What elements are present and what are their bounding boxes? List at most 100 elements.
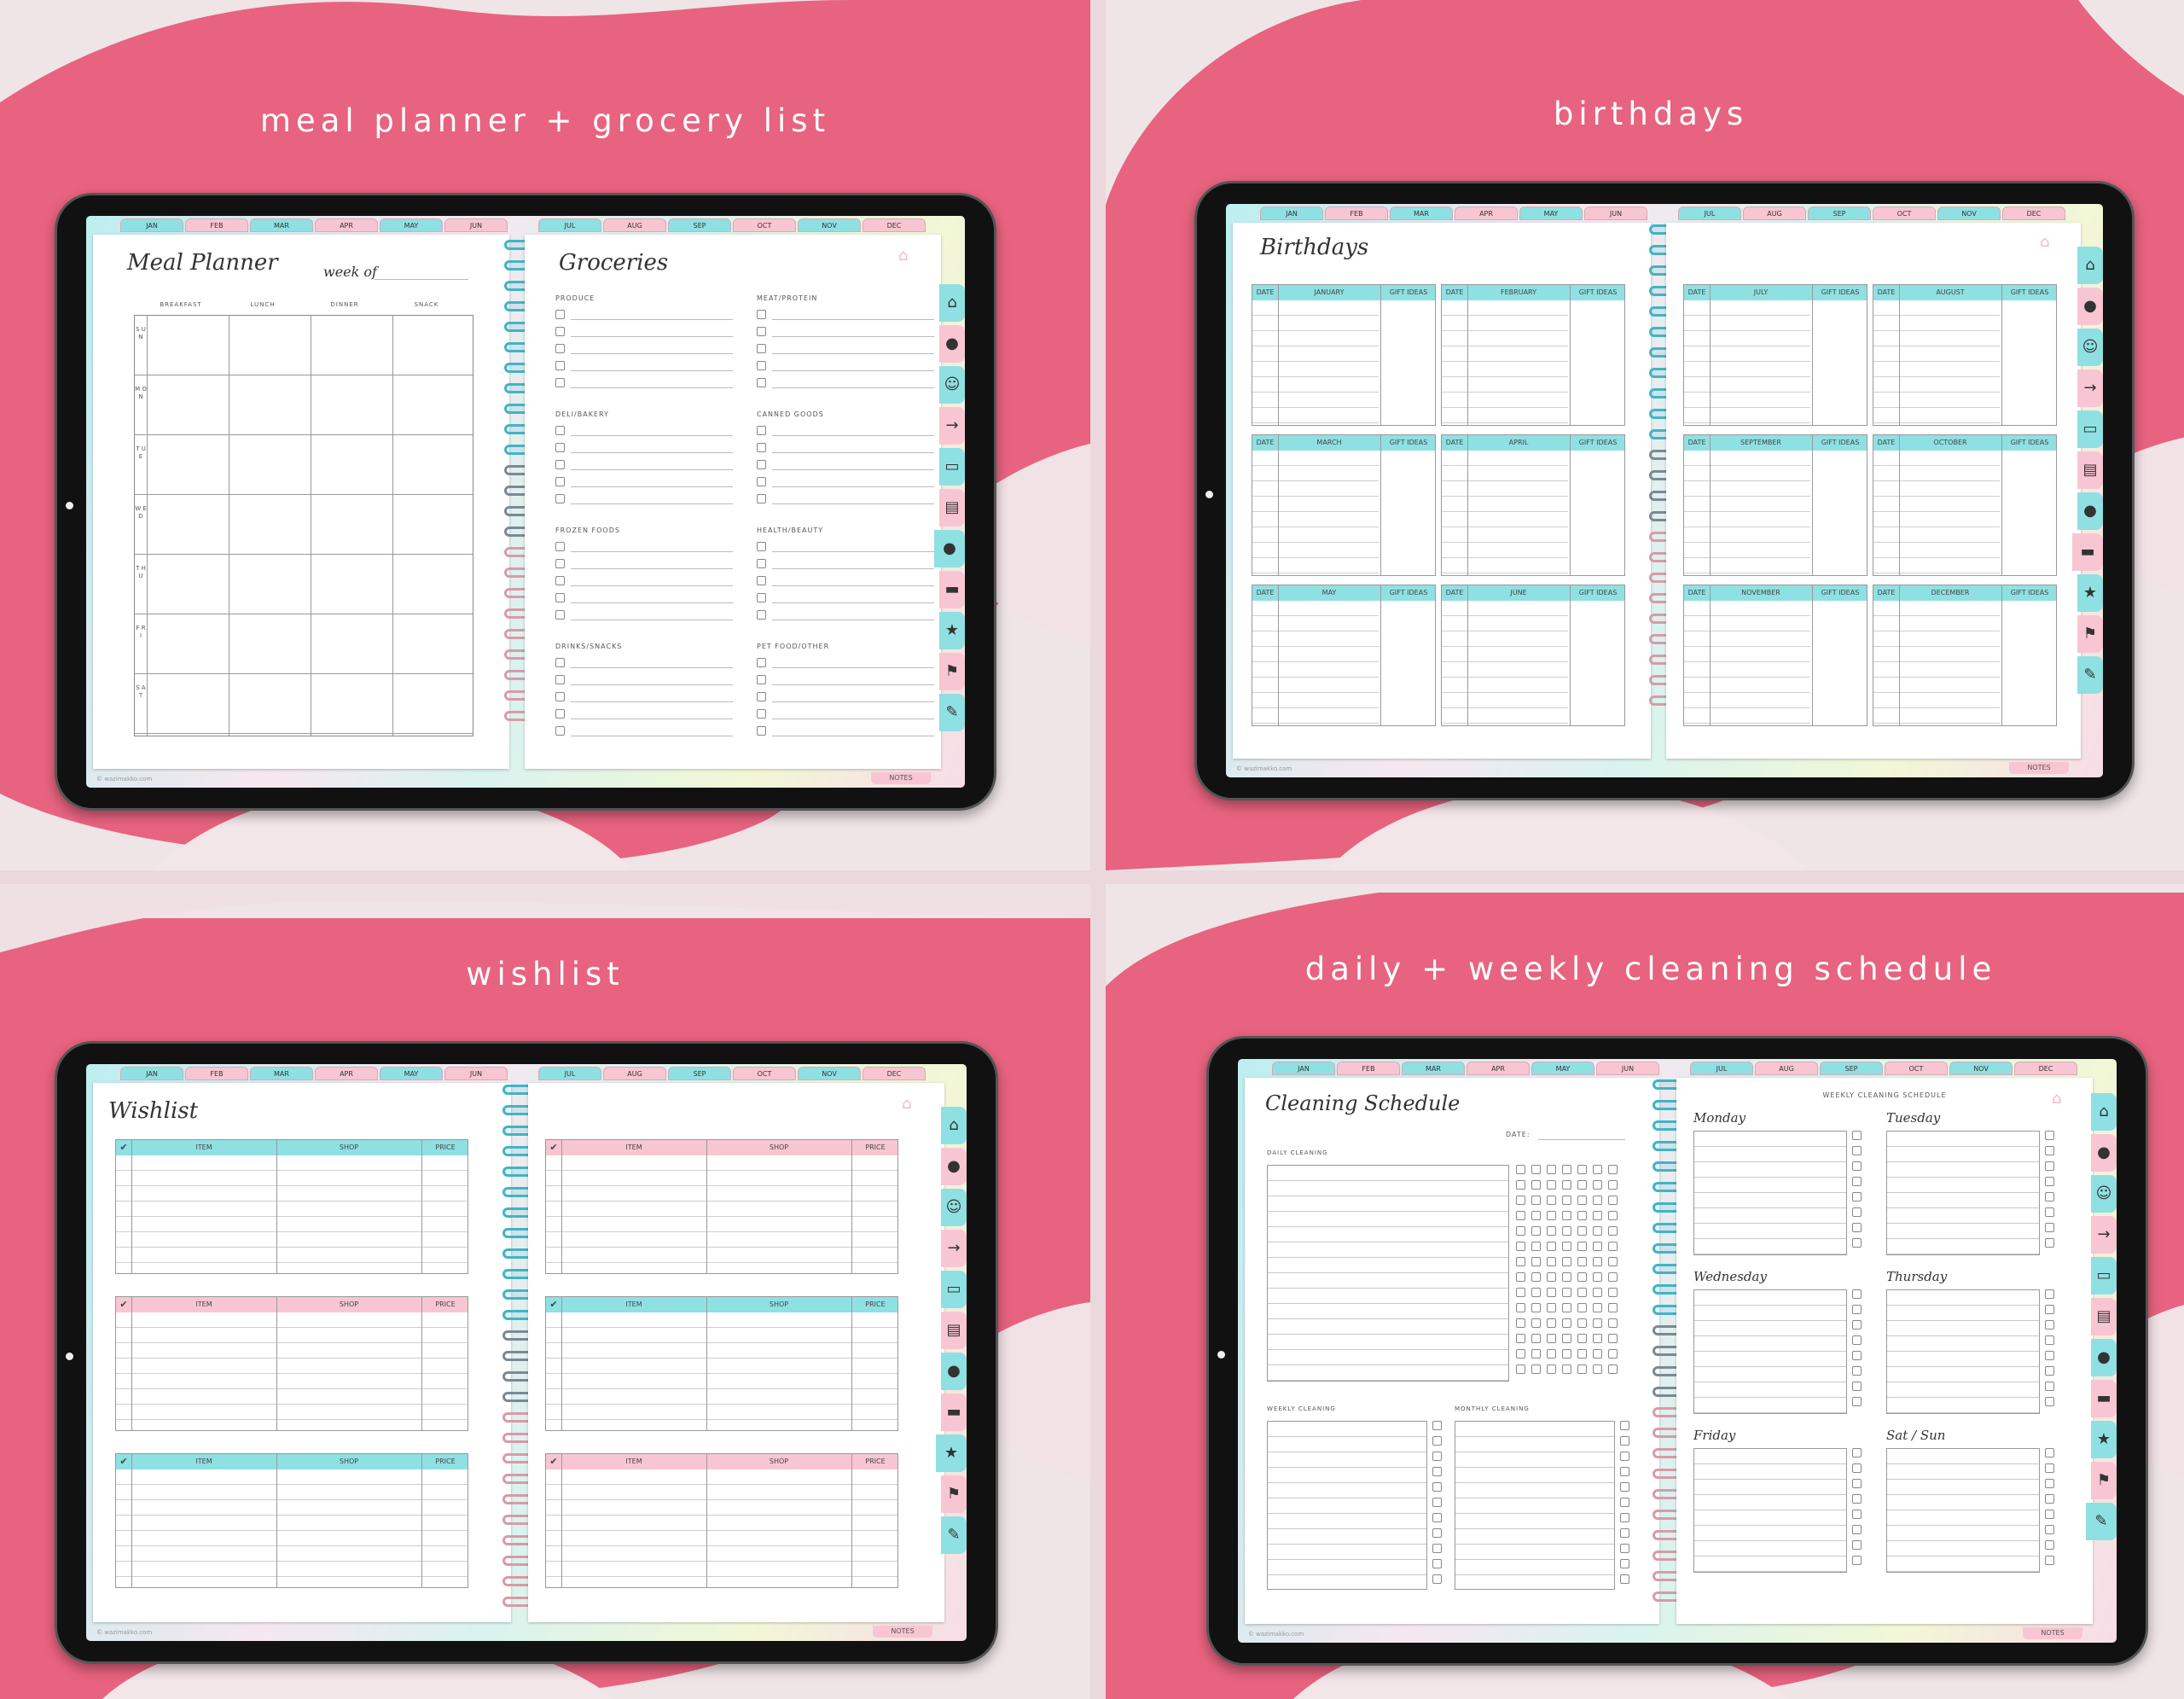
month-tab-dec[interactable]: DEC (863, 1067, 926, 1080)
day-task-list[interactable] (1886, 1289, 2040, 1414)
side-tab-star[interactable]: ★ (2077, 574, 2103, 612)
daily-checkbox[interactable] (1577, 1288, 1587, 1297)
day-checkbox[interactable] (1852, 1382, 1862, 1391)
notes-tab[interactable]: NOTES (871, 772, 931, 784)
date-rows[interactable] (1873, 451, 2000, 575)
day-checkbox[interactable] (1852, 1207, 1862, 1217)
daily-checkbox[interactable] (1577, 1334, 1587, 1343)
side-tab-monitor[interactable]: ▭ (2077, 410, 2103, 448)
daily-checkbox[interactable] (1516, 1226, 1525, 1236)
grocery-checkbox[interactable] (757, 327, 766, 336)
side-tab-bed[interactable]: ▬ (939, 571, 965, 608)
daily-checkbox[interactable] (1562, 1303, 1571, 1312)
day-checkbox[interactable] (1852, 1351, 1862, 1360)
weekly-checkbox[interactable] (1432, 1528, 1442, 1538)
month-tab-oct[interactable]: OCT (733, 218, 796, 232)
home-icon[interactable]: ⌂ (2052, 1090, 2062, 1108)
grocery-checkbox[interactable] (757, 361, 766, 370)
grocery-line[interactable] (571, 319, 733, 320)
side-tab-piggy-bank[interactable]: ● (939, 325, 965, 363)
month-tab-jul[interactable]: JUL (538, 1067, 601, 1080)
side-tab-piggy-bank[interactable]: ● (2077, 288, 2103, 325)
wishlist-table[interactable]: ✔ ITEM SHOP PRICE (545, 1139, 898, 1274)
date-rows[interactable] (1873, 300, 2000, 425)
grocery-line[interactable] (571, 353, 733, 354)
weekly-checkbox[interactable] (1432, 1513, 1442, 1522)
grocery-checkbox[interactable] (757, 378, 766, 387)
grocery-checkbox[interactable] (555, 494, 565, 503)
daily-checkbox[interactable] (1608, 1318, 1618, 1328)
day-checkbox[interactable] (1852, 1463, 1862, 1473)
month-tab-aug[interactable]: AUG (603, 1067, 666, 1080)
day-checkbox[interactable] (2045, 1192, 2054, 1202)
birthday-month-table[interactable]: DATE APRIL GIFT IDEAS (1441, 434, 1625, 576)
monthly-list[interactable] (1455, 1421, 1615, 1590)
daily-checkbox[interactable] (1547, 1180, 1556, 1190)
side-tab-apple[interactable]: ● (2077, 492, 2103, 530)
daily-checkbox[interactable] (1577, 1211, 1587, 1220)
wishlist-rows[interactable] (116, 1312, 468, 1430)
daily-checkbox[interactable] (1577, 1257, 1587, 1266)
meal-day-row[interactable]: W E D (135, 495, 473, 555)
grocery-checkbox[interactable] (757, 494, 766, 503)
daily-checkbox[interactable] (1562, 1196, 1571, 1205)
month-tab-jun[interactable]: JUN (1584, 207, 1647, 220)
side-tab-book[interactable]: ▤ (941, 1312, 967, 1349)
grocery-line[interactable] (772, 585, 934, 586)
day-checkbox[interactable] (1852, 1238, 1862, 1248)
daily-checkbox[interactable] (1562, 1272, 1571, 1282)
month-tab-dec[interactable]: DEC (863, 218, 926, 232)
grocery-checkbox[interactable] (757, 426, 766, 435)
daily-checkbox[interactable] (1577, 1364, 1587, 1374)
weekly-checkbox[interactable] (1432, 1421, 1442, 1430)
day-checkbox[interactable] (1852, 1366, 1862, 1376)
daily-checkbox[interactable] (1608, 1165, 1618, 1174)
side-tab-runner[interactable]: ⚑ (2077, 615, 2103, 653)
side-tab-people[interactable]: ☺ (941, 1189, 967, 1226)
day-checkbox[interactable] (1852, 1540, 1862, 1550)
weekly-checkbox[interactable] (1432, 1452, 1442, 1461)
day-checkbox[interactable] (2045, 1207, 2054, 1217)
day-task-list[interactable] (1886, 1131, 2040, 1255)
daily-checkbox[interactable] (1562, 1165, 1571, 1174)
daily-checkbox[interactable] (1608, 1334, 1618, 1343)
daily-checkbox[interactable] (1562, 1242, 1571, 1251)
daily-checkbox[interactable] (1547, 1165, 1556, 1174)
grocery-line[interactable] (571, 486, 733, 487)
side-tab-runner[interactable]: ⚑ (2091, 1462, 2117, 1499)
grocery-checkbox[interactable] (555, 576, 565, 585)
birthday-month-table[interactable]: DATE JULY GIFT IDEAS (1683, 284, 1867, 426)
date-rows[interactable] (1684, 451, 1810, 575)
grocery-checkbox[interactable] (555, 426, 565, 435)
grocery-checkbox[interactable] (555, 443, 565, 452)
daily-list[interactable] (1267, 1165, 1509, 1382)
weekly-checkbox[interactable] (1432, 1559, 1442, 1568)
grocery-line[interactable] (571, 503, 733, 504)
weekly-list[interactable] (1267, 1421, 1427, 1590)
monthly-checkbox[interactable] (1620, 1421, 1629, 1430)
monthly-checkbox[interactable] (1620, 1452, 1629, 1461)
grocery-line[interactable] (571, 551, 733, 552)
day-checkbox[interactable] (1852, 1305, 1862, 1314)
side-tab-piggy-bank[interactable]: ● (2091, 1134, 2117, 1172)
daily-checkbox[interactable] (1593, 1318, 1602, 1328)
grocery-checkbox[interactable] (757, 576, 766, 585)
day-checkbox[interactable] (2045, 1448, 2054, 1458)
meal-day-row[interactable]: S U N (135, 316, 473, 375)
month-tab-feb[interactable]: FEB (1325, 207, 1388, 220)
day-checkbox[interactable] (2045, 1146, 2054, 1155)
daily-checkbox[interactable] (1577, 1349, 1587, 1359)
day-checkbox[interactable] (1852, 1448, 1862, 1458)
daily-checkbox[interactable] (1547, 1226, 1556, 1236)
grocery-line[interactable] (772, 551, 934, 552)
wishlist-table[interactable]: ✔ ITEM SHOP PRICE (545, 1296, 898, 1431)
grocery-line[interactable] (772, 701, 934, 702)
home-icon[interactable]: ⌂ (2040, 233, 2050, 251)
daily-checkbox[interactable] (1608, 1288, 1618, 1297)
side-tab-cleaning[interactable]: ✎ (2086, 1503, 2117, 1540)
date-rows[interactable] (1442, 300, 1568, 425)
daily-checkbox[interactable] (1593, 1242, 1602, 1251)
grocery-line[interactable] (571, 585, 733, 586)
side-tab-cleaning[interactable]: ✎ (939, 694, 965, 731)
date-rows[interactable] (1873, 601, 2000, 725)
